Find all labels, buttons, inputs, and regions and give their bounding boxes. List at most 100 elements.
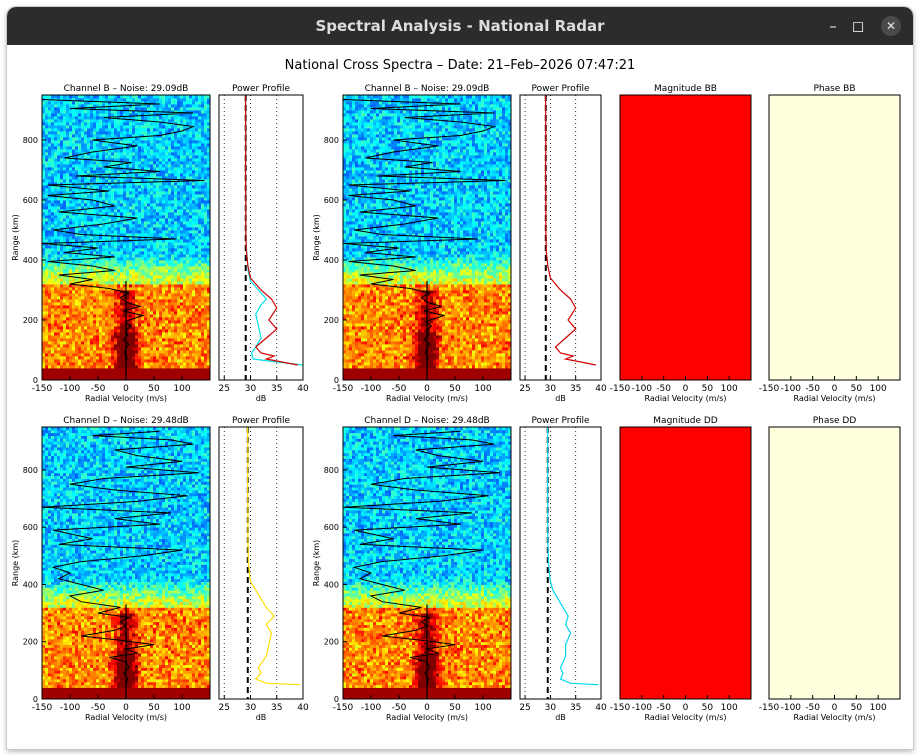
spectrum-cell [192, 185, 195, 188]
spectrum-cell [87, 374, 90, 377]
spectrum-cell [141, 197, 144, 200]
spectrum-cell [183, 359, 186, 362]
spectrum-cell [138, 257, 141, 260]
spectrum-cell [153, 155, 156, 158]
spectrum-cell [150, 305, 153, 308]
spectrum-cell [174, 272, 177, 275]
spectrum-cell [90, 368, 93, 371]
spectrum-cell [63, 113, 66, 116]
spectrum-cell [75, 266, 78, 269]
close-icon[interactable]: ✕ [881, 16, 901, 36]
maximize-icon[interactable]: ◻ [848, 16, 868, 36]
spectrum-cell [120, 140, 123, 143]
spectrum-cell [177, 320, 180, 323]
spectrum-cell [165, 164, 168, 167]
spectrum-cell [57, 236, 60, 239]
spectrum-cell [144, 152, 147, 155]
spectrum-cell [42, 110, 45, 113]
spectrum-cell [42, 362, 45, 365]
spectrum-cell [66, 359, 69, 362]
spectrum-cell [186, 326, 189, 329]
spectrum-cell [162, 263, 165, 266]
spectrum-cell [51, 374, 54, 377]
spectrum-cell [162, 143, 165, 146]
spectrum-cell [201, 125, 204, 128]
spectrum-cell [180, 344, 183, 347]
spectrum-cell [51, 368, 54, 371]
spectrum-cell [66, 203, 69, 206]
spectrum-cell [132, 281, 135, 284]
spectrum-cell [57, 341, 60, 344]
spectrum-cell [198, 296, 201, 299]
spectrum-cell [60, 239, 63, 242]
spectrum-cell [147, 287, 150, 290]
spectrum-cell [147, 137, 150, 140]
spectrum-cell [75, 131, 78, 134]
spectrum-cell [78, 125, 81, 128]
spectrum-cell [111, 347, 114, 350]
spectrum-cell [69, 134, 72, 137]
spectrum-cell [114, 230, 117, 233]
spectrum-cell [51, 134, 54, 137]
spectrum-cell [81, 314, 84, 317]
spectrum-cell [87, 365, 90, 368]
spectrum-cell [192, 305, 195, 308]
spectrum-cell [120, 251, 123, 254]
spectrum-cell [51, 347, 54, 350]
spectrum-cell [102, 356, 105, 359]
spectrum-cell [99, 371, 102, 374]
spectrum-cell [57, 170, 60, 173]
spectrum-cell [114, 281, 117, 284]
spectrum-cell [126, 200, 129, 203]
spectrum-cell [183, 146, 186, 149]
spectrum-cell [48, 188, 51, 191]
spectrum-cell [138, 308, 141, 311]
spectrum-cell [141, 158, 144, 161]
spectrum-cell [48, 110, 51, 113]
spectrum-cell [171, 152, 174, 155]
spectrum-cell [177, 215, 180, 218]
spectrum-cell [114, 368, 117, 371]
spectrum-cell [195, 221, 198, 224]
spectrum-cell [42, 188, 45, 191]
title-bar[interactable]: Spectral Analysis - National Radar – ◻ ✕ [7, 7, 913, 45]
spectrum-cell [180, 266, 183, 269]
spectrum-cell [54, 191, 57, 194]
spectrum-cell [186, 305, 189, 308]
spectrum-cell [204, 362, 207, 365]
spectrum-cell [117, 260, 120, 263]
spectrum-cell [90, 326, 93, 329]
spectrum-cell [201, 335, 204, 338]
spectrum-cell [156, 344, 159, 347]
minimize-icon[interactable]: – [823, 16, 843, 36]
spectrum-cell [198, 209, 201, 212]
spectrum-cell [72, 305, 75, 308]
spectrum-cell [111, 185, 114, 188]
spectrum-cell [192, 227, 195, 230]
spectrum-cell [63, 134, 66, 137]
spectrum-cell [165, 371, 168, 374]
spectrum-cell [168, 305, 171, 308]
spectrum-cell [72, 278, 75, 281]
spectrum-cell [105, 260, 108, 263]
spectrum-cell [201, 170, 204, 173]
spectrum-cell [96, 227, 99, 230]
spectrum-cell [132, 284, 135, 287]
spectrum-cell [57, 368, 60, 371]
spectrum-cell [168, 371, 171, 374]
spectrum-cell [174, 215, 177, 218]
spectrum-cell [174, 248, 177, 251]
spectrum-cell [198, 173, 201, 176]
spectrum-cell [138, 275, 141, 278]
spectrum-cell [153, 338, 156, 341]
spectrum-cell [171, 119, 174, 122]
spectrum-cell [144, 332, 147, 335]
spectrum-cell [138, 224, 141, 227]
spectrum-cell [108, 179, 111, 182]
spectrum-cell [192, 170, 195, 173]
spectrum-cell [114, 119, 117, 122]
spectrum-cell [84, 314, 87, 317]
spectrum-cell [114, 260, 117, 263]
spectrum-cell [99, 302, 102, 305]
spectrum-cell [177, 314, 180, 317]
